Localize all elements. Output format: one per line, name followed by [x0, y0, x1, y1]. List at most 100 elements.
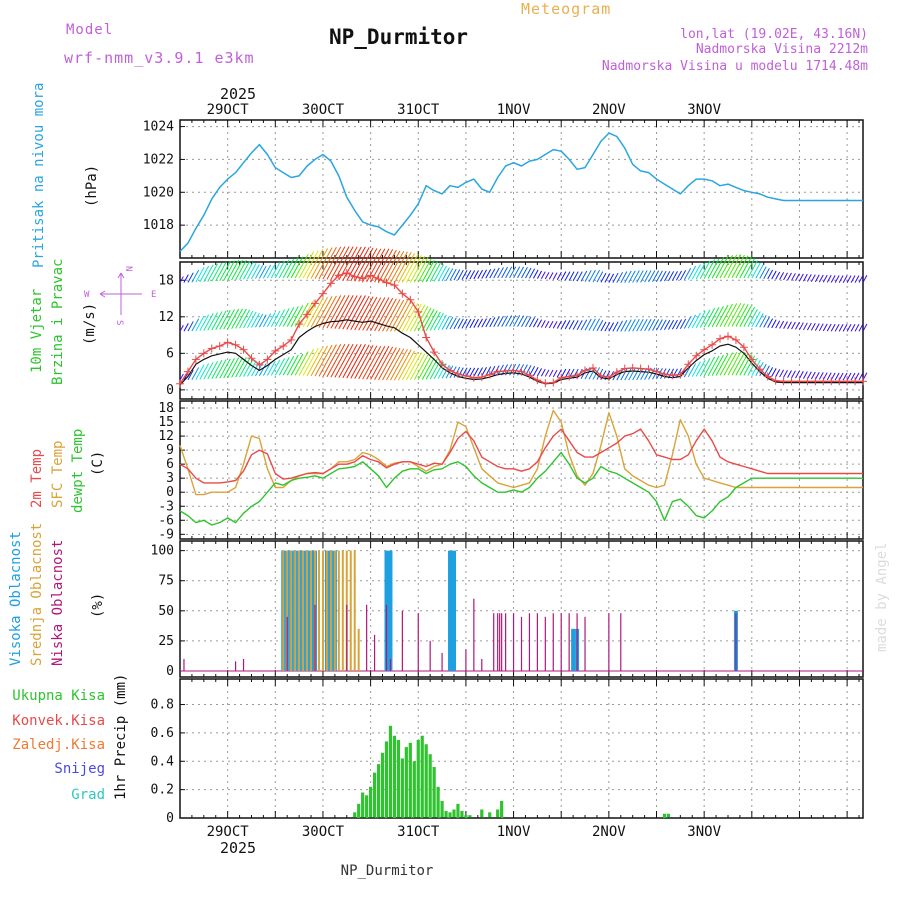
- wind-barb: [552, 321, 558, 329]
- wind-barb: [187, 272, 194, 283]
- wind-barb: [421, 357, 435, 380]
- wind-barb: [247, 263, 257, 280]
- mid-cloud-bar: [298, 550, 301, 671]
- wind-barb: [525, 267, 532, 279]
- wind-barb: [203, 361, 214, 380]
- mid-cloud-bar: [349, 550, 352, 671]
- year-top: 2025: [220, 85, 256, 103]
- wind-barb: [465, 367, 472, 378]
- wind-barb: [330, 295, 350, 329]
- wind-barb: [806, 322, 812, 331]
- wind-barb: [648, 367, 656, 380]
- wind-barb: [199, 265, 210, 283]
- wind-barb: [211, 359, 223, 379]
- wind-barb: [386, 251, 405, 283]
- wind-barb: [540, 271, 546, 280]
- wind-barb: [612, 272, 619, 283]
- wind-barb: [425, 310, 438, 331]
- wind-barb: [227, 308, 240, 330]
- wind-barb: [274, 309, 286, 327]
- wind-barb: [775, 369, 781, 378]
- x-label-bottom: 1NOV: [497, 824, 531, 840]
- wind-barb: [695, 310, 706, 328]
- wind-barb: [810, 371, 816, 380]
- x-label-top: 31OCT: [397, 102, 440, 118]
- wind-barb: [691, 361, 701, 377]
- wind-barb: [203, 313, 214, 331]
- wind-barb: [850, 372, 856, 381]
- pressure-unit: (hPa): [84, 165, 100, 207]
- wind-barb: [445, 268, 454, 281]
- wind-barb: [783, 369, 788, 378]
- low-cloud-bar: [183, 658, 185, 671]
- wind-barb: [739, 305, 752, 327]
- mid-cloud-bar: [329, 550, 332, 671]
- wind-barb: [818, 372, 824, 380]
- wind-barb: [560, 271, 567, 281]
- wind-barb: [544, 369, 550, 377]
- wind-barb: [477, 269, 483, 279]
- y-tick-label: 75: [158, 574, 174, 589]
- wind-barb: [505, 266, 513, 279]
- wind-barb: [719, 303, 733, 327]
- wind-barb: [795, 370, 800, 379]
- wind-barb: [453, 366, 461, 378]
- wind-barb: [620, 368, 628, 381]
- low-cloud-bar: [493, 613, 495, 671]
- wind-barb: [529, 317, 536, 328]
- wind-barb: [255, 313, 264, 328]
- wind-barb: [354, 345, 374, 379]
- mid-cloud-bar: [282, 550, 285, 671]
- wind-barb: [556, 369, 562, 378]
- wind-barb: [644, 270, 652, 283]
- wind-barb: [342, 246, 362, 281]
- y-tick-label: 0.2: [151, 783, 174, 798]
- wind-barb: [306, 249, 324, 279]
- y-tick-label: 0.6: [151, 726, 174, 741]
- panel-frame: [179, 119, 864, 259]
- wind-barb: [453, 318, 461, 330]
- wind-barb: [505, 315, 513, 327]
- precip-bar: [460, 810, 464, 818]
- wind-barb: [195, 315, 205, 332]
- wind-barb: [795, 322, 800, 330]
- panel-frame: [179, 678, 864, 819]
- wind-barb: [779, 272, 785, 280]
- wind-barb: [536, 368, 543, 377]
- wind-barb: [429, 311, 441, 331]
- y-tick-label: -9: [158, 527, 174, 542]
- wind-barb: [465, 318, 472, 329]
- compass-s: S: [114, 320, 124, 325]
- wind-barb: [318, 344, 337, 377]
- wind-barb: [858, 275, 864, 283]
- precip-bar: [372, 772, 377, 818]
- precip-bar: [452, 809, 456, 818]
- wind-barb: [763, 316, 770, 328]
- wind-barb: [775, 320, 781, 329]
- wind-barb: [278, 308, 290, 327]
- wind-barb: [326, 295, 346, 329]
- precip-bar: [464, 815, 468, 818]
- precip-legend-snow: Snijeg: [54, 761, 105, 777]
- wind-barb: [445, 316, 454, 330]
- low-cloud-bar: [512, 613, 515, 671]
- low-cloud-bar: [465, 649, 467, 671]
- wind-barb: [703, 307, 716, 328]
- wind-barb: [441, 267, 450, 282]
- precip-bar: [388, 725, 393, 818]
- compass-n: N: [123, 266, 133, 271]
- watermark: made by Angel: [874, 542, 890, 652]
- precip-bar: [468, 815, 472, 818]
- wind-barb: [179, 325, 184, 332]
- wind-barb: [616, 369, 624, 381]
- wind-barb: [298, 348, 315, 376]
- wind-barb: [735, 255, 749, 279]
- wind-barb: [302, 250, 319, 279]
- wind-barb: [469, 318, 476, 329]
- wind-barb: [632, 367, 640, 381]
- wind-barb: [421, 308, 435, 332]
- wind-barb: [540, 368, 546, 377]
- wind-barb: [374, 249, 394, 283]
- wind-barb: [604, 273, 611, 283]
- wind-barb: [624, 368, 632, 381]
